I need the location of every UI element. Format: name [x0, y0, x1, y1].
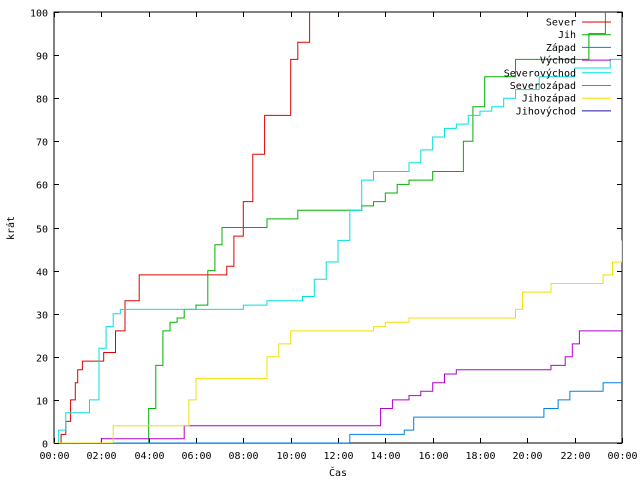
- x-tick-label: 16:00: [418, 451, 448, 462]
- x-tick-label: 00:00: [607, 451, 637, 462]
- y-tick-label: 30: [36, 311, 48, 322]
- legend: SeverJihZápadVýchodSeverovýchodSeverozáp…: [504, 18, 611, 117]
- x-tick-label: 18:00: [465, 451, 495, 462]
- y-tick-label: 20: [36, 354, 48, 365]
- series-line-Západ: [54, 382, 622, 443]
- legend-label: Severozápad: [510, 80, 576, 92]
- legend-label: Sever: [546, 18, 576, 29]
- y-tick-label: 10: [36, 397, 48, 408]
- y-tick-label: 60: [36, 181, 48, 192]
- series-lines: [54, 12, 622, 443]
- y-tick-label: 50: [36, 225, 48, 236]
- legend-label: Východ: [540, 55, 576, 67]
- x-tick-label: 14:00: [370, 451, 400, 462]
- y-tick-label: 90: [36, 52, 48, 63]
- x-tick-label: 08:00: [228, 451, 258, 462]
- y-axis-label: krát: [5, 216, 17, 240]
- x-tick-label: 00:00: [39, 451, 69, 462]
- x-tick-label: 04:00: [134, 451, 164, 462]
- x-tick-label: 02:00: [86, 451, 116, 462]
- legend-label: Západ: [546, 42, 576, 54]
- legend-label: Jihovýchod: [516, 105, 576, 117]
- y-tick-label: 40: [36, 268, 48, 279]
- series-line-Sever: [54, 12, 311, 443]
- y-tick-label: 80: [36, 95, 48, 106]
- series-line-Jihozápad: [54, 240, 622, 443]
- series-line-Severovýchod: [54, 58, 622, 443]
- legend-label: Jihozápad: [522, 93, 576, 105]
- legend-label: Jih: [558, 30, 576, 41]
- x-tick-label: 10:00: [276, 451, 306, 462]
- x-tick-label: 06:00: [181, 451, 211, 462]
- y-tick-label: 70: [36, 138, 48, 149]
- series-line-Východ: [54, 330, 622, 443]
- y-tick-label: 100: [30, 9, 48, 20]
- x-tick-label: 12:00: [323, 451, 353, 462]
- x-tick-label: 20:00: [512, 451, 542, 462]
- legend-label: Severovýchod: [504, 67, 576, 79]
- y-tick-label: 0: [42, 440, 48, 451]
- x-tick-label: 22:00: [560, 451, 590, 462]
- x-axis-label: Čas: [329, 466, 347, 479]
